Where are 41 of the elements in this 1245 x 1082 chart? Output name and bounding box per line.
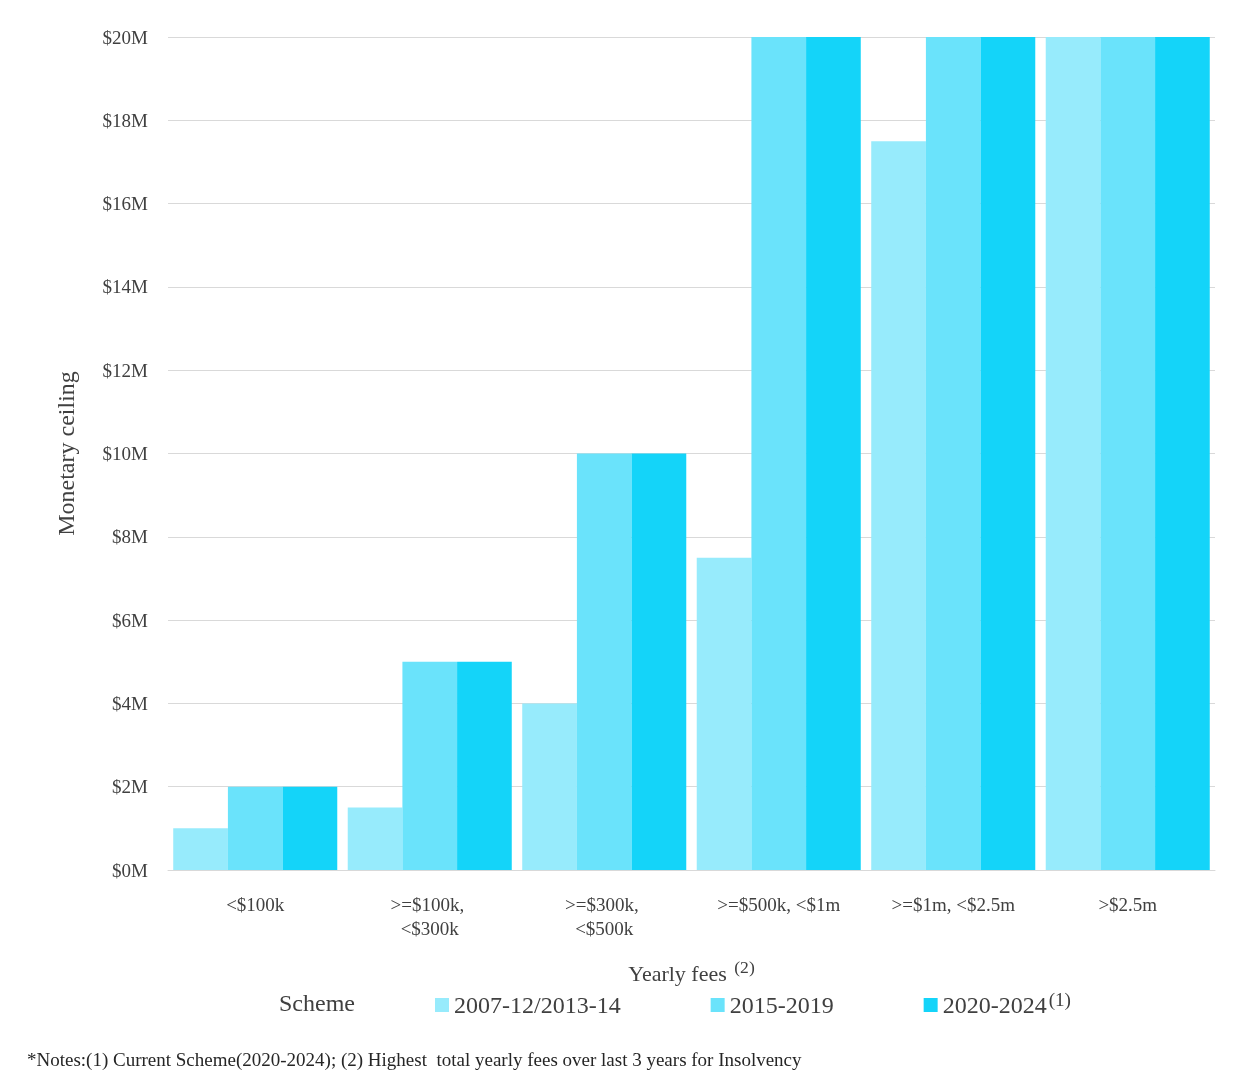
bar: [1155, 37, 1210, 870]
legend-label: 2007-12/2013-14: [454, 992, 621, 1018]
bar: [522, 703, 577, 870]
y-tick-label: $6M: [112, 609, 149, 631]
y-axis-title: Monetary ceiling: [53, 371, 79, 536]
legend-title: Scheme: [279, 990, 355, 1016]
bar: [282, 786, 338, 870]
y-tick-label: $18M: [102, 109, 149, 131]
x-tick-label: >=$100k, <$300k: [390, 893, 469, 939]
bar: [402, 661, 458, 870]
x-tick-label: >=$500k, <$1m: [717, 893, 841, 915]
bar: [173, 828, 228, 870]
bar: [576, 453, 632, 870]
text: *Notes:(1) Current Scheme(2020-2024); (2) Highest total yearly fees over last 3 years for Insolvency: [27, 1049, 803, 1071]
x-tick-label: >=$1m, <$2.5m: [891, 893, 1016, 915]
y-tick-label: $4M: [112, 692, 149, 714]
y-tick-label: $0M: [112, 859, 149, 881]
x-tick-label: <$100k: [226, 893, 285, 915]
bar: [980, 37, 1036, 870]
bar: [696, 557, 752, 870]
bar: [631, 453, 687, 870]
bar: [227, 786, 283, 870]
y-tick-label: $12M: [102, 359, 149, 381]
bar: [871, 141, 926, 870]
y-tick-label: $2M: [112, 776, 149, 798]
bar: [1045, 37, 1101, 870]
bar: [347, 807, 403, 870]
y-tick-label: $16M: [102, 193, 149, 215]
y-tick-label: $8M: [112, 526, 149, 548]
x-tick-label: >$2.5m: [1098, 893, 1158, 915]
y-tick-label: $20M: [102, 26, 149, 48]
bar: [457, 661, 512, 870]
x-axis-title: Yearly fees (2): [628, 957, 755, 986]
x-tick-label: >=$300k, <$500k: [565, 893, 644, 939]
bar: [925, 37, 981, 870]
bar: [806, 37, 861, 870]
bar: [751, 37, 807, 870]
y-tick-label: $14M: [102, 276, 149, 298]
y-tick-label: $10M: [102, 443, 149, 464]
legend-label: 2015-2019: [729, 992, 834, 1018]
bar: [1100, 37, 1156, 870]
